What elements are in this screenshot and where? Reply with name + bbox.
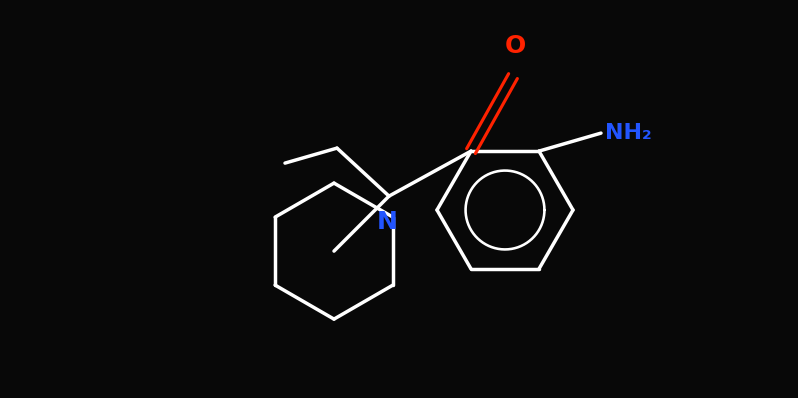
Text: O: O bbox=[504, 34, 526, 58]
Text: NH₂: NH₂ bbox=[605, 123, 652, 143]
Text: N: N bbox=[377, 210, 397, 234]
